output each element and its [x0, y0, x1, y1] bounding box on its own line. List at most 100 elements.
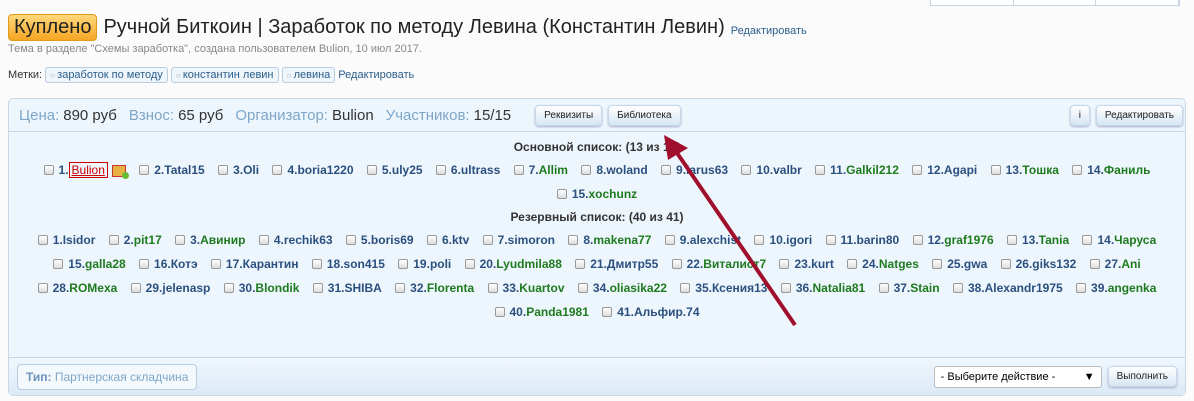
member-link[interactable]: igori [786, 233, 813, 247]
member-link[interactable]: uly25 [391, 163, 423, 177]
member-checkbox[interactable] [312, 283, 323, 293]
member-link[interactable]: poli [429, 257, 452, 271]
member-link[interactable]: giks132 [1032, 257, 1077, 271]
tag[interactable]: константин левин [170, 67, 279, 83]
member-checkbox[interactable] [661, 165, 672, 175]
member-link[interactable]: xochunz [588, 187, 638, 201]
member-checkbox[interactable] [139, 165, 150, 175]
member-link[interactable]: Альфир.74 [633, 305, 700, 319]
member-checkbox[interactable] [223, 283, 234, 293]
member-link[interactable]: Isidor [62, 233, 96, 247]
member-link[interactable]: ktv [451, 233, 470, 247]
member-link[interactable]: Тошка [1022, 163, 1059, 177]
member-link[interactable]: Kuartov [519, 281, 565, 295]
member-link[interactable]: Agapi [943, 163, 978, 177]
member-checkbox[interactable] [108, 235, 119, 245]
member-link[interactable]: larus63 [686, 163, 729, 177]
organizer-value[interactable]: Bulion [331, 106, 374, 124]
action-select[interactable]: - Выберите действие - ▼ [933, 365, 1102, 388]
member-checkbox[interactable] [1076, 283, 1087, 293]
member-checkbox[interactable] [664, 235, 675, 245]
member-checkbox[interactable] [952, 283, 963, 293]
member-link[interactable]: Ксения13 [711, 281, 768, 295]
member-link[interactable]: Дмитр55 [606, 257, 659, 271]
member-link[interactable]: Galkil212 [846, 163, 899, 177]
member-checkbox[interactable] [1072, 165, 1083, 175]
member-link[interactable]: Bulion [68, 162, 108, 178]
member-link[interactable]: Фаниль [1103, 163, 1151, 177]
member-checkbox[interactable] [43, 165, 54, 175]
member-checkbox[interactable] [426, 235, 437, 245]
member-link[interactable]: graf1976 [944, 233, 994, 247]
member-checkbox[interactable] [1006, 235, 1017, 245]
member-checkbox[interactable] [912, 235, 923, 245]
member-link[interactable]: kurt [811, 257, 834, 271]
member-link[interactable]: gwa [963, 257, 988, 271]
member-checkbox[interactable] [130, 283, 141, 293]
member-checkbox[interactable] [464, 259, 475, 269]
member-link[interactable]: woland [606, 163, 648, 177]
member-checkbox[interactable] [210, 259, 221, 269]
tag[interactable]: левина [281, 67, 336, 83]
member-checkbox[interactable] [139, 259, 150, 269]
member-checkbox[interactable] [435, 165, 446, 175]
member-link[interactable]: Florenta [426, 281, 475, 295]
member-checkbox[interactable] [780, 283, 791, 293]
member-link[interactable]: Natges [878, 257, 919, 271]
member-link[interactable]: boris69 [370, 233, 414, 247]
member-checkbox[interactable] [932, 259, 943, 269]
member-link[interactable]: Ani [1121, 257, 1141, 271]
member-checkbox[interactable] [990, 165, 1001, 175]
member-link[interactable]: Panda1981 [526, 305, 589, 319]
edit-title-link[interactable]: Редактировать [730, 24, 807, 37]
member-checkbox[interactable] [218, 165, 229, 175]
member-checkbox[interactable] [37, 283, 48, 293]
member-checkbox[interactable] [556, 189, 567, 199]
member-checkbox[interactable] [37, 235, 48, 245]
member-checkbox[interactable] [398, 259, 409, 269]
requisites-button[interactable]: Реквизиты [535, 104, 603, 126]
member-link[interactable]: makena77 [593, 233, 652, 247]
member-checkbox[interactable] [513, 165, 524, 175]
edit-button[interactable]: Редактировать [1095, 104, 1183, 126]
member-checkbox[interactable] [779, 259, 790, 269]
member-link[interactable]: simoron [507, 233, 555, 247]
member-checkbox[interactable] [1089, 259, 1100, 269]
member-checkbox[interactable] [272, 165, 283, 175]
member-link[interactable]: alexchist [689, 233, 742, 247]
member-checkbox[interactable] [680, 283, 691, 293]
member-link[interactable]: Карантин [242, 257, 299, 271]
member-checkbox[interactable] [847, 259, 858, 269]
member-checkbox[interactable] [581, 165, 592, 175]
member-link[interactable]: oliasika22 [609, 281, 667, 295]
member-checkbox[interactable] [366, 165, 377, 175]
member-checkbox[interactable] [575, 259, 586, 269]
member-link[interactable]: Tania [1038, 233, 1070, 247]
member-link[interactable]: Котэ [170, 257, 198, 271]
member-checkbox[interactable] [878, 283, 889, 293]
member-link[interactable]: SHIBA [344, 281, 382, 295]
gift-icon[interactable] [111, 164, 129, 179]
member-checkbox[interactable] [671, 259, 682, 269]
member-checkbox[interactable] [568, 235, 579, 245]
member-link[interactable]: Stain [910, 281, 940, 295]
member-link[interactable]: galla28 [84, 257, 126, 271]
member-link[interactable]: barin80 [856, 233, 900, 247]
member-checkbox[interactable] [741, 165, 752, 175]
member-checkbox[interactable] [175, 235, 186, 245]
run-button[interactable]: Выполнить [1107, 366, 1177, 387]
member-checkbox[interactable] [825, 235, 836, 245]
member-link[interactable]: boria1220 [297, 163, 354, 177]
member-link[interactable]: pit17 [133, 233, 162, 247]
member-checkbox[interactable] [258, 235, 269, 245]
member-link[interactable]: Oli [243, 163, 260, 177]
member-link[interactable]: ultrass [460, 163, 501, 177]
info-button[interactable]: i [1069, 104, 1090, 126]
member-link[interactable]: Alexandr1975 [984, 281, 1063, 295]
member-link[interactable]: son415 [343, 257, 385, 271]
member-link[interactable]: rechik63 [283, 233, 333, 247]
member-checkbox[interactable] [311, 259, 322, 269]
member-checkbox[interactable] [577, 283, 588, 293]
member-link[interactable]: Авинир [200, 233, 246, 247]
member-checkbox[interactable] [487, 283, 498, 293]
